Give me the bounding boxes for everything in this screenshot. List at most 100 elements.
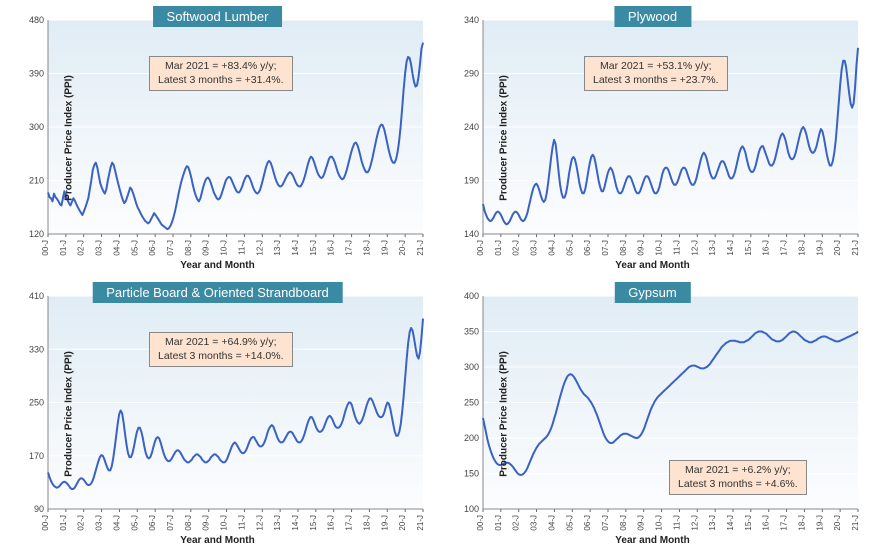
svg-text:08-J: 08-J: [619, 240, 628, 256]
svg-text:01-J: 01-J: [59, 515, 68, 531]
svg-text:100: 100: [464, 504, 479, 514]
svg-text:08-J: 08-J: [184, 515, 193, 531]
svg-text:10-J: 10-J: [655, 240, 664, 256]
svg-text:150: 150: [464, 469, 479, 479]
svg-text:350: 350: [464, 327, 479, 337]
svg-text:13-J: 13-J: [708, 515, 717, 531]
svg-text:300: 300: [464, 362, 479, 372]
svg-text:17-J: 17-J: [345, 515, 354, 531]
svg-text:03-J: 03-J: [95, 515, 104, 531]
svg-text:17-J: 17-J: [780, 240, 789, 256]
svg-text:15-J: 15-J: [744, 515, 753, 531]
xlabel: Year and Month: [615, 260, 689, 271]
svg-text:09-J: 09-J: [202, 240, 211, 256]
svg-text:00-J: 00-J: [41, 240, 50, 256]
svg-text:210: 210: [29, 176, 44, 186]
svg-text:20-J: 20-J: [398, 240, 407, 256]
svg-text:10-J: 10-J: [220, 515, 229, 531]
svg-text:19-J: 19-J: [815, 515, 824, 531]
ylabel: Producer Price Index (PPI): [63, 351, 74, 477]
callout-gypsum: Mar 2021 = +6.2% y/y; Latest 3 months = …: [669, 460, 807, 495]
svg-text:10-J: 10-J: [655, 515, 664, 531]
callout-line1: Mar 2021 = +64.9% y/y;: [165, 336, 276, 348]
svg-text:04-J: 04-J: [547, 240, 556, 256]
svg-text:11-J: 11-J: [237, 240, 246, 255]
callout-line2: Latest 3 months = +23.7%.: [593, 74, 719, 86]
callout-line2: Latest 3 months = +4.6%.: [678, 478, 798, 490]
svg-text:14-J: 14-J: [291, 240, 300, 256]
svg-text:15-J: 15-J: [309, 515, 318, 531]
svg-text:06-J: 06-J: [583, 240, 592, 256]
svg-text:07-J: 07-J: [166, 515, 175, 531]
svg-text:330: 330: [29, 344, 44, 354]
xlabel: Year and Month: [180, 260, 254, 271]
svg-text:480: 480: [29, 15, 44, 25]
svg-text:19-J: 19-J: [815, 240, 824, 256]
svg-text:06-J: 06-J: [148, 515, 157, 531]
svg-text:250: 250: [464, 398, 479, 408]
svg-text:04-J: 04-J: [112, 515, 121, 531]
xlabel: Year and Month: [180, 535, 254, 546]
title-particle: Particle Board & Oriented Strandboard: [92, 282, 343, 303]
svg-text:13-J: 13-J: [273, 515, 282, 531]
svg-text:09-J: 09-J: [637, 240, 646, 256]
svg-text:19-J: 19-J: [380, 515, 389, 531]
svg-text:170: 170: [29, 451, 44, 461]
svg-text:02-J: 02-J: [512, 240, 521, 256]
svg-text:11-J: 11-J: [237, 515, 246, 530]
svg-text:18-J: 18-J: [797, 515, 806, 531]
svg-text:01-J: 01-J: [59, 240, 68, 256]
svg-text:21-J: 21-J: [416, 240, 425, 256]
svg-text:18-J: 18-J: [362, 240, 371, 256]
svg-text:17-J: 17-J: [780, 515, 789, 531]
ylabel: Producer Price Index (PPI): [498, 75, 509, 201]
svg-text:14-J: 14-J: [291, 515, 300, 531]
svg-text:09-J: 09-J: [202, 515, 211, 531]
svg-text:06-J: 06-J: [583, 515, 592, 531]
svg-text:18-J: 18-J: [362, 515, 371, 531]
svg-text:01-J: 01-J: [494, 515, 503, 531]
svg-text:07-J: 07-J: [601, 515, 610, 531]
svg-text:05-J: 05-J: [565, 515, 574, 531]
svg-text:03-J: 03-J: [95, 240, 104, 256]
svg-text:00-J: 00-J: [476, 240, 485, 256]
svg-text:12-J: 12-J: [255, 515, 264, 531]
svg-text:390: 390: [29, 69, 44, 79]
svg-text:09-J: 09-J: [637, 515, 646, 531]
svg-text:15-J: 15-J: [309, 240, 318, 256]
svg-text:00-J: 00-J: [41, 515, 50, 531]
svg-text:12-J: 12-J: [690, 240, 699, 256]
title-gypsum: Gypsum: [614, 282, 690, 303]
svg-text:08-J: 08-J: [619, 515, 628, 531]
xlabel: Year and Month: [615, 535, 689, 546]
panel-gypsum: Gypsum Mar 2021 = +6.2% y/y; Latest 3 mo…: [439, 280, 866, 547]
svg-text:17-J: 17-J: [345, 240, 354, 256]
svg-text:04-J: 04-J: [547, 515, 556, 531]
svg-text:15-J: 15-J: [744, 240, 753, 256]
svg-text:13-J: 13-J: [273, 240, 282, 256]
svg-text:04-J: 04-J: [112, 240, 121, 256]
svg-text:21-J: 21-J: [416, 515, 425, 531]
svg-text:16-J: 16-J: [762, 515, 771, 531]
svg-text:08-J: 08-J: [184, 240, 193, 256]
svg-text:16-J: 16-J: [327, 240, 336, 256]
callout-line1: Mar 2021 = +6.2% y/y;: [685, 464, 791, 476]
callout-softwood: Mar 2021 = +83.4% y/y; Latest 3 months =…: [149, 56, 293, 91]
svg-text:13-J: 13-J: [708, 240, 717, 256]
svg-text:400: 400: [464, 291, 479, 301]
svg-text:12-J: 12-J: [690, 515, 699, 531]
svg-text:02-J: 02-J: [512, 515, 521, 531]
svg-text:06-J: 06-J: [148, 240, 157, 256]
svg-text:340: 340: [464, 15, 479, 25]
svg-text:18-J: 18-J: [797, 240, 806, 256]
ylabel: Producer Price Index (PPI): [63, 75, 74, 201]
callout-line1: Mar 2021 = +53.1% y/y;: [600, 60, 711, 72]
svg-text:20-J: 20-J: [833, 240, 842, 256]
svg-text:11-J: 11-J: [672, 240, 681, 255]
callout-plywood: Mar 2021 = +53.1% y/y; Latest 3 months =…: [584, 56, 728, 91]
svg-text:07-J: 07-J: [166, 240, 175, 256]
svg-text:410: 410: [29, 291, 44, 301]
ylabel: Producer Price Index (PPI): [498, 351, 509, 477]
svg-text:05-J: 05-J: [565, 240, 574, 256]
svg-text:120: 120: [29, 229, 44, 239]
